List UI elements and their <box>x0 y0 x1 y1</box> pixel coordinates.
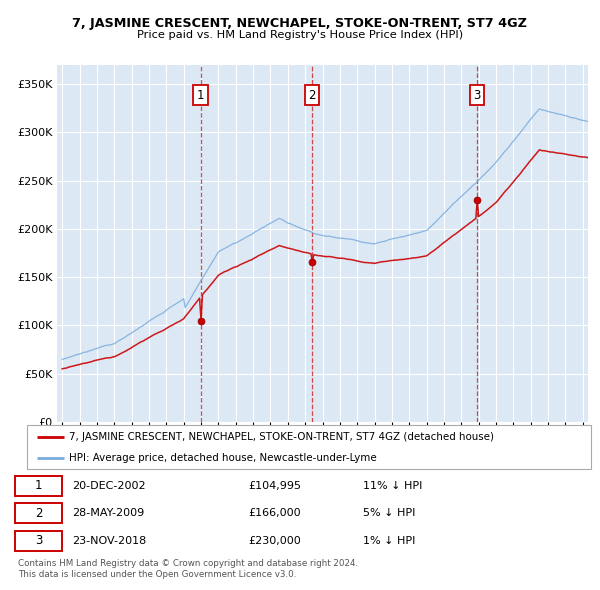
FancyBboxPatch shape <box>15 476 62 496</box>
Text: Contains HM Land Registry data © Crown copyright and database right 2024.
This d: Contains HM Land Registry data © Crown c… <box>18 559 358 579</box>
Text: 7, JASMINE CRESCENT, NEWCHAPEL, STOKE-ON-TRENT, ST7 4GZ (detached house): 7, JASMINE CRESCENT, NEWCHAPEL, STOKE-ON… <box>70 432 494 442</box>
Text: 2: 2 <box>308 88 316 101</box>
FancyBboxPatch shape <box>27 425 591 469</box>
Text: 1: 1 <box>197 88 204 101</box>
Text: 2: 2 <box>35 507 42 520</box>
Text: £166,000: £166,000 <box>248 509 301 518</box>
Text: 1% ↓ HPI: 1% ↓ HPI <box>364 536 416 546</box>
Text: 28-MAY-2009: 28-MAY-2009 <box>73 509 145 518</box>
Text: 20-DEC-2002: 20-DEC-2002 <box>73 481 146 491</box>
Text: 11% ↓ HPI: 11% ↓ HPI <box>364 481 423 491</box>
Text: £230,000: £230,000 <box>248 536 301 546</box>
Text: 7, JASMINE CRESCENT, NEWCHAPEL, STOKE-ON-TRENT, ST7 4GZ: 7, JASMINE CRESCENT, NEWCHAPEL, STOKE-ON… <box>73 17 527 30</box>
Text: 23-NOV-2018: 23-NOV-2018 <box>73 536 147 546</box>
Text: 3: 3 <box>473 88 481 101</box>
Text: HPI: Average price, detached house, Newcastle-under-Lyme: HPI: Average price, detached house, Newc… <box>70 453 377 463</box>
Text: Price paid vs. HM Land Registry's House Price Index (HPI): Price paid vs. HM Land Registry's House … <box>137 30 463 40</box>
Text: 3: 3 <box>35 535 42 548</box>
FancyBboxPatch shape <box>15 503 62 523</box>
Text: 5% ↓ HPI: 5% ↓ HPI <box>364 509 416 518</box>
Text: £104,995: £104,995 <box>248 481 301 491</box>
Text: 1: 1 <box>35 479 42 492</box>
FancyBboxPatch shape <box>15 531 62 551</box>
